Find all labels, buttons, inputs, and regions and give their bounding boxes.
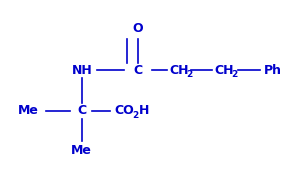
Text: NH: NH [72,64,92,77]
Text: 2: 2 [186,70,192,79]
Text: 2: 2 [232,70,238,79]
Text: Me: Me [72,144,92,157]
Text: CO: CO [114,105,134,117]
Text: CH: CH [215,64,234,77]
Text: H: H [139,105,149,117]
Text: Me: Me [18,105,39,117]
Text: CH: CH [169,64,188,77]
Text: O: O [132,22,143,35]
Text: Ph: Ph [264,64,282,77]
Text: C: C [133,64,142,77]
Text: 2: 2 [133,111,139,120]
Text: C: C [77,105,86,117]
